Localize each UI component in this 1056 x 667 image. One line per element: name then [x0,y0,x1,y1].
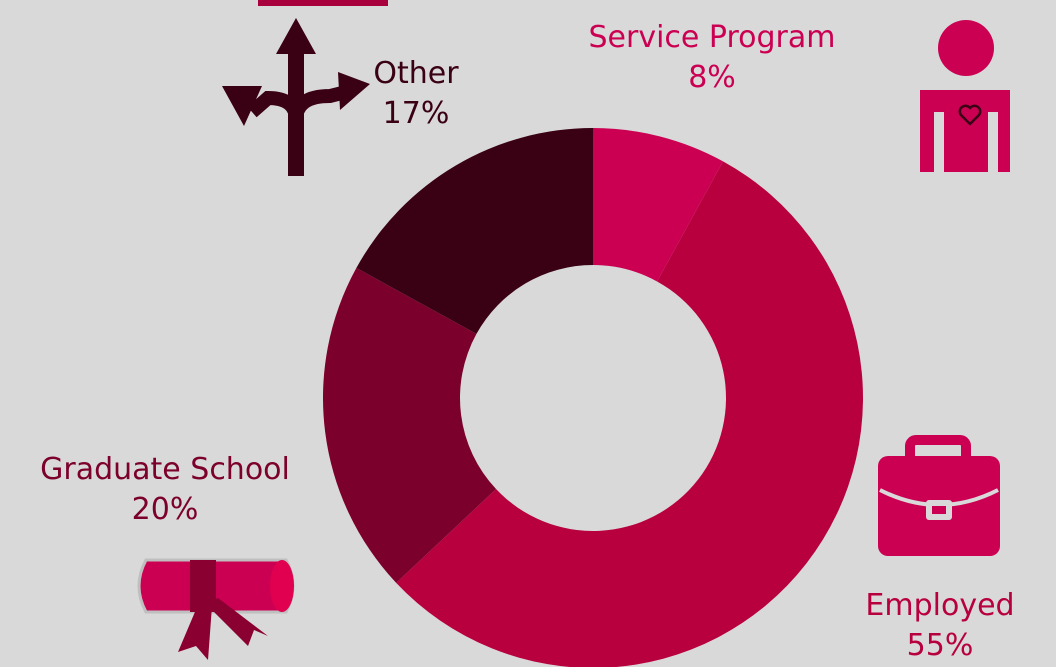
employed-name: Employed [865,588,1015,623]
diploma-scroll-icon [137,558,295,660]
slice-graduate-school [323,267,497,583]
label-employed: Employed 55% [830,586,1050,666]
label-other: Other 17% [356,54,476,134]
other-name: Other [373,56,459,91]
other-value: 17% [382,96,450,131]
slice-service-program [593,128,724,282]
slice-employed [396,161,863,667]
person-heart-icon [920,20,1010,172]
service-program-value: 8% [688,60,736,95]
graduate-school-name: Graduate School [40,452,290,487]
service-program-name: Service Program [588,20,836,55]
slice-other [356,128,593,334]
employed-value: 55% [906,628,974,663]
label-service-program: Service Program 8% [562,18,862,98]
label-graduate-school: Graduate School 20% [0,450,330,530]
crossroads-arrows-icon [222,0,388,176]
graduate-school-value: 20% [131,492,199,527]
briefcase-icon [878,435,1000,556]
